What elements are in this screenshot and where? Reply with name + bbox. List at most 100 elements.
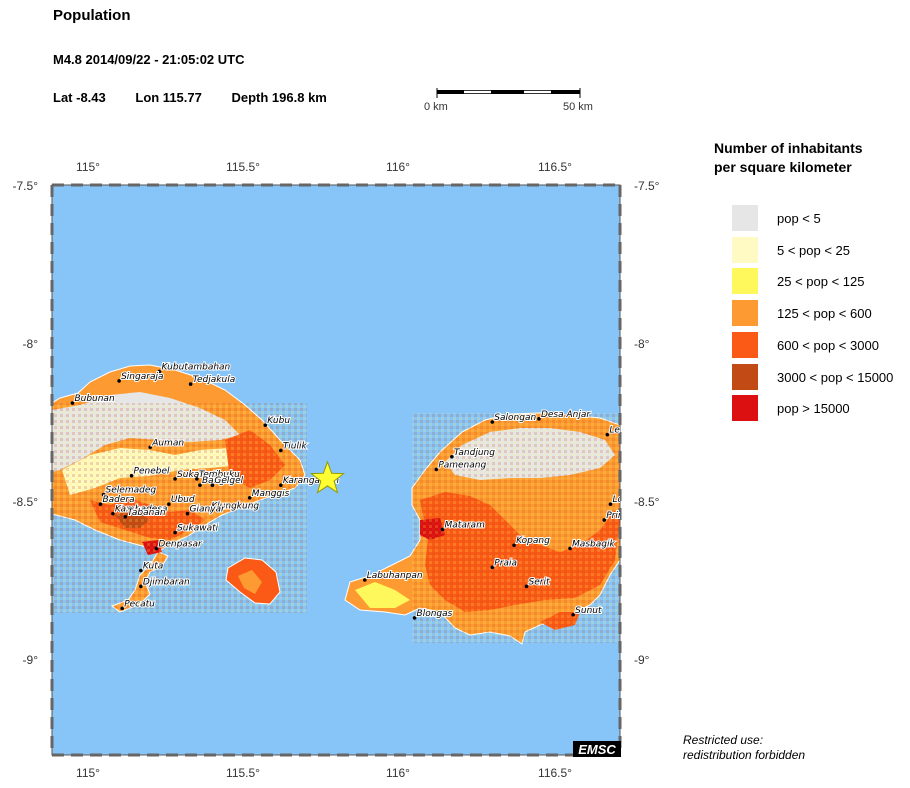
legend-title: Number of inhabitants per square kilomet… — [714, 139, 863, 177]
lat-tick-label: -8.5° — [13, 495, 39, 509]
legend-label: 5 < pop < 25 — [777, 242, 851, 258]
scale-end-label: 50 km — [563, 101, 593, 113]
city-label: Le — [609, 426, 620, 436]
event-coordinates: Lat -8.43 Lon 115.77 Depth 196.8 km — [53, 90, 353, 105]
city-marker: Kubu — [263, 415, 291, 427]
city-dot — [173, 477, 177, 481]
city-dot — [154, 546, 159, 551]
lon-tick-label: 115° — [76, 766, 100, 780]
city-marker: Kopang — [512, 535, 551, 548]
city-dot — [247, 496, 252, 500]
city-dot — [70, 401, 75, 405]
city-marker: Praia — [490, 557, 518, 569]
city-label: Blongas — [417, 609, 453, 619]
lon-tick-label: 116° — [386, 766, 410, 780]
city-label: Gelgel — [214, 476, 243, 486]
city-marker: Lo — [608, 494, 623, 506]
lat-tick-label: -8° — [23, 337, 39, 351]
map-title: Population — [53, 7, 131, 24]
city-label: Mataram — [445, 520, 486, 530]
city-marker: Labuhanpan — [362, 570, 424, 582]
city-dot — [157, 369, 162, 374]
frame-ticks — [50, 183, 622, 757]
city-label: Kambadesa — [115, 505, 168, 515]
city-marker: Manggis — [247, 488, 291, 500]
legend-label: pop < 5 — [777, 211, 821, 226]
city-marker: Desa Anjar — [537, 409, 592, 421]
city-marker: Prin — [602, 510, 620, 522]
land-masses — [52, 364, 620, 645]
city-dot — [602, 518, 607, 522]
city-label: Singaraja — [121, 372, 163, 382]
city-label: Penebel — [134, 467, 170, 477]
lon-tick-label: 115° — [76, 160, 100, 174]
city-dot — [117, 379, 121, 383]
city-marker: Badera — [98, 494, 136, 506]
lon-tick-label: 116.5° — [538, 766, 572, 780]
city-marker: Auman — [148, 437, 185, 449]
city-marker: Gianyar — [185, 504, 227, 516]
city-dot — [111, 511, 115, 516]
city-dot — [440, 527, 445, 532]
city-marker: Klungkung — [207, 500, 260, 513]
legend-label: pop > 15000 — [777, 401, 850, 417]
scale-start-label: 0 km — [424, 101, 448, 113]
lat-tick-label: -8.5° — [634, 495, 660, 509]
city-marker: Bubunan — [70, 393, 116, 405]
city-dot — [185, 511, 190, 516]
lat-tick-label: -7.5° — [13, 179, 39, 193]
city-marker: Sukawati — [173, 523, 220, 535]
city-label: Lo — [612, 495, 623, 505]
city-dot — [279, 448, 283, 453]
latitude-ticks-right: -7.5° -8° -8.5° -9° — [634, 179, 660, 667]
legend-item: pop > 15000 — [732, 395, 902, 422]
city-label: Tedjakula — [193, 375, 236, 385]
legend-item: 125 < pop < 600 — [732, 300, 902, 327]
city-dot — [207, 508, 212, 513]
city-label: Serit — [529, 577, 550, 587]
city-label: Salongan — [494, 413, 536, 423]
city-marker: Penebel — [129, 466, 171, 478]
city-marker: Denpasar — [154, 538, 204, 551]
city-marker: Salongan — [490, 412, 537, 424]
emsc-badge: EMSC — [573, 741, 621, 757]
city-label: Tiulik — [283, 441, 308, 451]
latitude-ticks-left: -7.5° -8° -8.5° -9° — [13, 179, 39, 667]
lat-tick-label: -7.5° — [634, 179, 660, 193]
city-marker: Tedjakula — [188, 374, 236, 386]
city-dot — [101, 492, 106, 497]
epicenter-star-icon[interactable] — [309, 460, 345, 494]
city-label: Kopang — [516, 536, 550, 546]
city-label: Kubutambahan — [162, 362, 231, 372]
lat-tick-label: -8° — [634, 337, 650, 351]
city-dot — [512, 543, 516, 548]
longitude-label: Lon 115.77 — [135, 90, 202, 105]
city-dot — [173, 530, 177, 535]
city-dot — [568, 546, 572, 551]
city-dot — [537, 417, 541, 421]
population-map[interactable]: 115° 115.5° 116° 116.5° 115° 115.5° 116°… — [0, 150, 700, 788]
city-marker: Sunut — [571, 605, 603, 617]
city-dot — [195, 477, 199, 481]
scale-bar — [436, 88, 581, 98]
city-dot — [120, 606, 125, 611]
city-label: Sunut — [575, 606, 602, 616]
city-dot — [450, 454, 454, 459]
legend-title-line2: per square kilometer — [714, 159, 852, 175]
legend-swatch — [732, 395, 758, 422]
city-marker: Kubutambahan — [157, 361, 232, 374]
depth-label: Depth 196.8 km — [231, 90, 327, 105]
legend-item: 600 < pop < 3000 — [732, 331, 902, 358]
city-marker: Bangli — [198, 475, 232, 487]
city-label: Klungkung — [211, 501, 259, 511]
city-label: Pecatu — [124, 599, 155, 609]
lat-tick-label: -9° — [23, 653, 39, 667]
legend-swatch — [732, 363, 758, 390]
city-dot — [129, 473, 134, 478]
city-dot — [490, 420, 495, 424]
city-label: Badera — [102, 495, 134, 505]
legend-item: 3000 < pop < 15000 — [732, 363, 902, 390]
city-label: Auman — [151, 438, 184, 448]
city-marker: Ubud — [167, 494, 196, 506]
city-marker: Djimbaran — [139, 576, 191, 588]
